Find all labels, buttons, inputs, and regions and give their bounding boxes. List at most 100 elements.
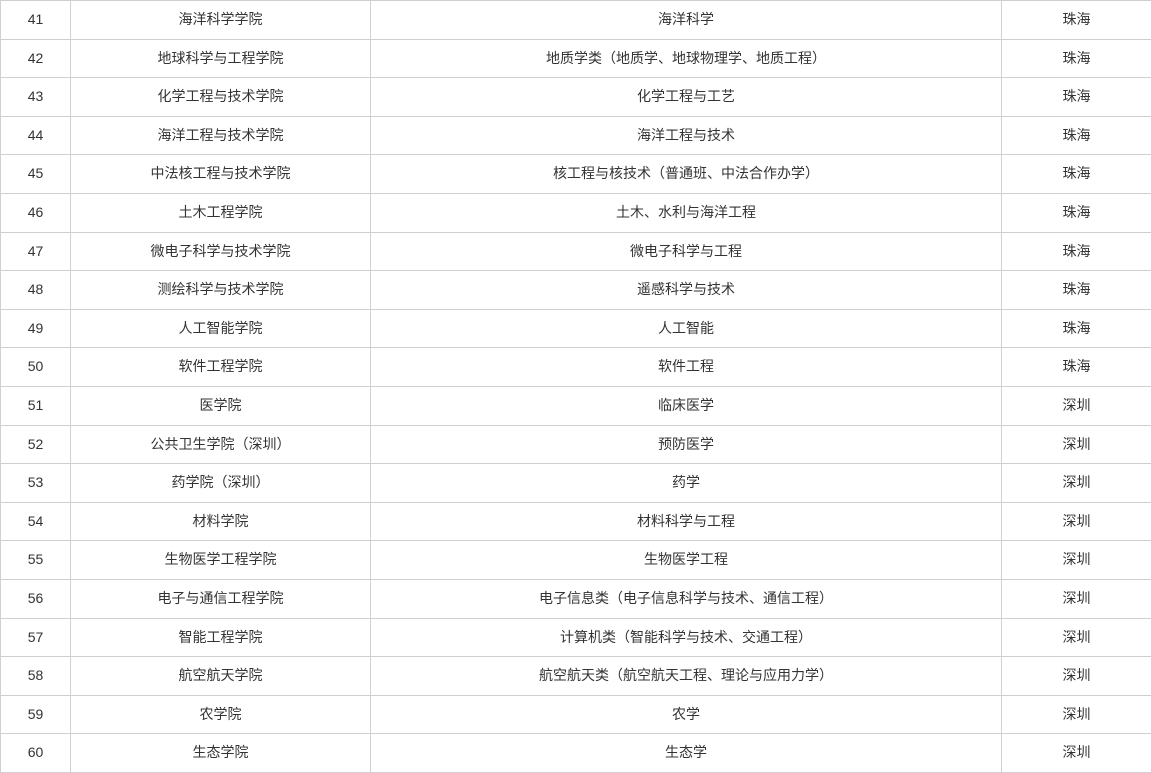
row-school: 航空航天学院 bbox=[71, 657, 371, 696]
row-school: 医学院 bbox=[71, 386, 371, 425]
table-row: 46土木工程学院土木、水利与海洋工程珠海 bbox=[1, 193, 1151, 232]
table-row: 56电子与通信工程学院电子信息类（电子信息科学与技术、通信工程）深圳 bbox=[1, 579, 1151, 618]
row-school: 地球科学与工程学院 bbox=[71, 39, 371, 78]
row-index: 54 bbox=[1, 502, 71, 541]
row-major: 地质学类（地质学、地球物理学、地质工程） bbox=[371, 39, 1002, 78]
row-campus: 深圳 bbox=[1002, 657, 1151, 696]
row-school: 软件工程学院 bbox=[71, 348, 371, 387]
row-major: 土木、水利与海洋工程 bbox=[371, 193, 1002, 232]
row-campus: 珠海 bbox=[1002, 193, 1151, 232]
row-school: 药学院（深圳） bbox=[71, 464, 371, 503]
row-school: 农学院 bbox=[71, 695, 371, 734]
row-major: 农学 bbox=[371, 695, 1002, 734]
row-campus: 珠海 bbox=[1002, 309, 1151, 348]
row-campus: 深圳 bbox=[1002, 618, 1151, 657]
table-row: 44海洋工程与技术学院海洋工程与技术珠海 bbox=[1, 116, 1151, 155]
table-row: 47微电子科学与技术学院微电子科学与工程珠海 bbox=[1, 232, 1151, 271]
row-index: 58 bbox=[1, 657, 71, 696]
row-campus: 珠海 bbox=[1002, 232, 1151, 271]
row-major: 电子信息类（电子信息科学与技术、通信工程） bbox=[371, 579, 1002, 618]
row-school: 生物医学工程学院 bbox=[71, 541, 371, 580]
table-row: 41海洋科学学院海洋科学珠海 bbox=[1, 1, 1151, 40]
table-row: 51医学院临床医学深圳 bbox=[1, 386, 1151, 425]
row-index: 41 bbox=[1, 1, 71, 40]
row-index: 42 bbox=[1, 39, 71, 78]
table-row: 52公共卫生学院（深圳）预防医学深圳 bbox=[1, 425, 1151, 464]
table-row: 53药学院（深圳）药学深圳 bbox=[1, 464, 1151, 503]
row-index: 59 bbox=[1, 695, 71, 734]
row-campus: 珠海 bbox=[1002, 155, 1151, 194]
row-index: 43 bbox=[1, 78, 71, 117]
table-row: 57智能工程学院计算机类（智能科学与技术、交通工程）深圳 bbox=[1, 618, 1151, 657]
row-index: 51 bbox=[1, 386, 71, 425]
row-index: 57 bbox=[1, 618, 71, 657]
row-school: 生态学院 bbox=[71, 734, 371, 773]
row-major: 药学 bbox=[371, 464, 1002, 503]
row-campus: 深圳 bbox=[1002, 464, 1151, 503]
table-row: 59农学院农学深圳 bbox=[1, 695, 1151, 734]
row-index: 47 bbox=[1, 232, 71, 271]
row-campus: 珠海 bbox=[1002, 39, 1151, 78]
table-row: 45中法核工程与技术学院核工程与核技术（普通班、中法合作办学）珠海 bbox=[1, 155, 1151, 194]
row-major: 生物医学工程 bbox=[371, 541, 1002, 580]
row-campus: 珠海 bbox=[1002, 78, 1151, 117]
row-campus: 深圳 bbox=[1002, 541, 1151, 580]
row-campus: 珠海 bbox=[1002, 348, 1151, 387]
row-campus: 珠海 bbox=[1002, 116, 1151, 155]
row-index: 48 bbox=[1, 271, 71, 310]
row-school: 微电子科学与技术学院 bbox=[71, 232, 371, 271]
row-major: 遥感科学与技术 bbox=[371, 271, 1002, 310]
row-school: 海洋工程与技术学院 bbox=[71, 116, 371, 155]
table-row: 42地球科学与工程学院地质学类（地质学、地球物理学、地质工程）珠海 bbox=[1, 39, 1151, 78]
row-major: 预防医学 bbox=[371, 425, 1002, 464]
row-index: 60 bbox=[1, 734, 71, 773]
table-row: 49人工智能学院人工智能珠海 bbox=[1, 309, 1151, 348]
row-major: 核工程与核技术（普通班、中法合作办学） bbox=[371, 155, 1002, 194]
table-body: 41海洋科学学院海洋科学珠海42地球科学与工程学院地质学类（地质学、地球物理学、… bbox=[1, 1, 1151, 773]
row-campus: 深圳 bbox=[1002, 695, 1151, 734]
table-row: 55生物医学工程学院生物医学工程深圳 bbox=[1, 541, 1151, 580]
row-school: 材料学院 bbox=[71, 502, 371, 541]
row-major: 微电子科学与工程 bbox=[371, 232, 1002, 271]
row-campus: 深圳 bbox=[1002, 734, 1151, 773]
row-major: 材料科学与工程 bbox=[371, 502, 1002, 541]
row-index: 56 bbox=[1, 579, 71, 618]
row-index: 49 bbox=[1, 309, 71, 348]
row-school: 化学工程与技术学院 bbox=[71, 78, 371, 117]
row-major: 航空航天类（航空航天工程、理论与应用力学） bbox=[371, 657, 1002, 696]
table-row: 58航空航天学院航空航天类（航空航天工程、理论与应用力学）深圳 bbox=[1, 657, 1151, 696]
row-school: 海洋科学学院 bbox=[71, 1, 371, 40]
row-major: 计算机类（智能科学与技术、交通工程） bbox=[371, 618, 1002, 657]
row-school: 测绘科学与技术学院 bbox=[71, 271, 371, 310]
table-row: 54材料学院材料科学与工程深圳 bbox=[1, 502, 1151, 541]
row-major: 海洋科学 bbox=[371, 1, 1002, 40]
row-major: 临床医学 bbox=[371, 386, 1002, 425]
row-major: 人工智能 bbox=[371, 309, 1002, 348]
table-row: 43化学工程与技术学院化学工程与工艺珠海 bbox=[1, 78, 1151, 117]
row-campus: 深圳 bbox=[1002, 386, 1151, 425]
row-index: 52 bbox=[1, 425, 71, 464]
row-index: 55 bbox=[1, 541, 71, 580]
school-major-table: 41海洋科学学院海洋科学珠海42地球科学与工程学院地质学类（地质学、地球物理学、… bbox=[0, 0, 1151, 773]
row-index: 50 bbox=[1, 348, 71, 387]
row-campus: 珠海 bbox=[1002, 1, 1151, 40]
row-index: 46 bbox=[1, 193, 71, 232]
table-row: 60生态学院生态学深圳 bbox=[1, 734, 1151, 773]
row-campus: 深圳 bbox=[1002, 425, 1151, 464]
row-school: 土木工程学院 bbox=[71, 193, 371, 232]
row-index: 44 bbox=[1, 116, 71, 155]
row-school: 公共卫生学院（深圳） bbox=[71, 425, 371, 464]
row-school: 电子与通信工程学院 bbox=[71, 579, 371, 618]
row-index: 53 bbox=[1, 464, 71, 503]
row-major: 海洋工程与技术 bbox=[371, 116, 1002, 155]
row-campus: 珠海 bbox=[1002, 271, 1151, 310]
row-index: 45 bbox=[1, 155, 71, 194]
row-school: 人工智能学院 bbox=[71, 309, 371, 348]
row-major: 化学工程与工艺 bbox=[371, 78, 1002, 117]
row-school: 中法核工程与技术学院 bbox=[71, 155, 371, 194]
row-major: 生态学 bbox=[371, 734, 1002, 773]
row-school: 智能工程学院 bbox=[71, 618, 371, 657]
row-major: 软件工程 bbox=[371, 348, 1002, 387]
row-campus: 深圳 bbox=[1002, 502, 1151, 541]
table-row: 48测绘科学与技术学院遥感科学与技术珠海 bbox=[1, 271, 1151, 310]
